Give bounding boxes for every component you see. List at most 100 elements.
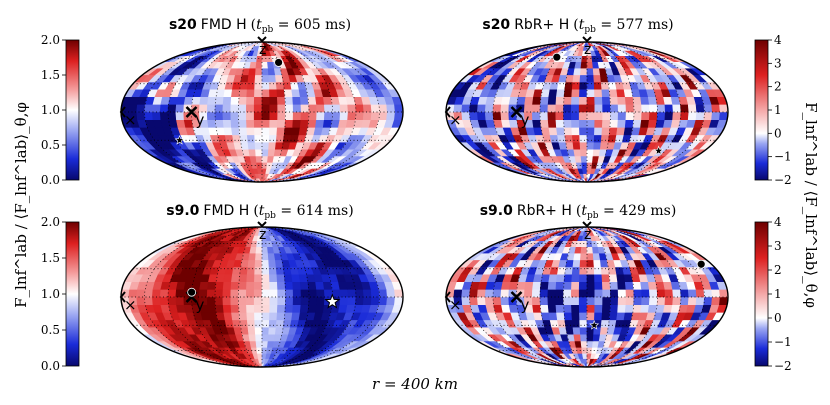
heatmap-cell	[586, 304, 596, 313]
heatmap-cell	[711, 288, 721, 298]
heatmap-cell	[557, 81, 567, 90]
heatmap-cell	[240, 141, 250, 150]
heatmap-cell	[574, 155, 582, 163]
heatmap-cell	[572, 326, 581, 335]
heatmap-cell	[199, 96, 209, 105]
heatmap-cell	[232, 266, 242, 275]
heatmap-cell	[687, 111, 698, 120]
colorbar-tick-label: 4	[774, 215, 782, 229]
heatmap-cell	[581, 162, 588, 169]
heatmap-cell	[339, 111, 349, 120]
heatmap-cell	[641, 111, 651, 120]
heatmap-cell	[284, 119, 294, 128]
heatmap-cell	[461, 288, 471, 298]
heatmap-cell	[255, 148, 263, 157]
heatmap-cell	[223, 127, 233, 136]
heatmap-cell	[556, 127, 566, 136]
heatmap-cell	[580, 61, 588, 69]
heatmap-cell	[524, 281, 534, 290]
heatmap-cell	[586, 288, 596, 298]
heatmap-cell	[586, 311, 595, 321]
heatmap-cell	[261, 340, 269, 348]
heatmap-cell	[586, 281, 596, 290]
heatmap-cell	[256, 346, 263, 354]
heatmap-cell	[378, 111, 388, 120]
heatmap-cell	[564, 81, 574, 90]
meridian	[261, 42, 310, 182]
heatmap-cell	[254, 311, 263, 321]
heatmap-cell	[563, 296, 572, 306]
heatmap-cell	[254, 88, 263, 97]
heatmap-cell	[230, 104, 239, 113]
heatmap-cell	[625, 288, 635, 298]
heatmap-cell	[602, 104, 611, 113]
heatmap-cell	[269, 119, 278, 128]
heatmap-cell	[469, 111, 479, 120]
heatmap-cell	[308, 296, 318, 306]
heatmap-cell	[300, 111, 310, 120]
heatmap-cell	[586, 340, 594, 348]
heatmap-cell	[531, 288, 541, 298]
heatmap-cell	[571, 304, 580, 313]
heatmap-cell	[539, 119, 550, 128]
heatmap-cell	[586, 119, 596, 128]
heatmap-cell	[602, 296, 611, 306]
heatmap-cell	[315, 304, 325, 313]
heatmap-cell	[579, 266, 588, 275]
heatmap-cell	[476, 104, 487, 113]
heatmap-cell	[316, 288, 326, 298]
heatmap-cell	[703, 111, 713, 120]
colorbar-tick-label: 2.0	[41, 33, 60, 47]
heatmap-cell	[159, 104, 169, 113]
heatmap-cell	[230, 296, 239, 306]
heatmap-cell	[222, 119, 232, 128]
heatmap-cell	[239, 319, 249, 328]
heatmap-cell	[370, 288, 380, 298]
y-axis-marker	[510, 291, 523, 303]
heatmap-cell	[307, 119, 317, 128]
heatmap-cell	[500, 296, 510, 306]
heatmap-cell	[261, 148, 269, 157]
heatmap-cell	[609, 304, 619, 313]
heatmap-cell	[261, 96, 271, 105]
heatmap-cell	[246, 281, 255, 290]
map-s9-fmd: z y ×	[119, 221, 404, 368]
heatmap-cell	[578, 296, 588, 306]
colorbar-tick-label: 1.0	[41, 287, 60, 301]
heatmap-cell	[565, 74, 575, 83]
heatmap-cell	[570, 288, 580, 298]
heatmap-cell	[292, 119, 302, 128]
heatmap-cell	[547, 281, 557, 290]
heatmap-cell	[601, 127, 611, 136]
heatmap-cell	[275, 266, 285, 275]
heatmap-cell	[564, 134, 574, 143]
heatmap-cell	[703, 296, 713, 306]
colorbar-right-bottom: −2 −1 0 1 2 3 4	[754, 215, 792, 373]
heatmap-cell	[268, 319, 278, 328]
heatmap-cell	[261, 311, 270, 321]
heatmap-cell	[362, 111, 373, 120]
heatmap-cell	[307, 304, 317, 313]
heatmap-cell	[230, 281, 240, 290]
heatmap-cell	[323, 104, 333, 113]
heatmap-cell	[579, 141, 588, 150]
heatmap-cell	[580, 340, 588, 348]
title-tpb: 614	[297, 203, 324, 219]
heatmap-cell	[269, 127, 278, 136]
heatmap-cell	[617, 104, 627, 113]
meridian	[539, 42, 588, 182]
heatmap-cell	[255, 67, 263, 76]
heatmap-cell	[214, 96, 225, 105]
heatmap-cell	[563, 304, 573, 313]
heatmap-cell	[580, 148, 588, 157]
colorbar-tick-label: 4	[774, 33, 782, 47]
heatmap-cell	[292, 288, 302, 298]
heatmap-cell	[586, 273, 595, 283]
heatmap-cell	[539, 296, 549, 306]
heatmap-cell	[261, 273, 270, 283]
heatmap-cell	[572, 141, 581, 150]
heatmap-cell	[656, 288, 666, 298]
heatmap-cell	[564, 266, 574, 275]
heatmap-cell	[563, 288, 572, 298]
meridian	[144, 42, 263, 182]
